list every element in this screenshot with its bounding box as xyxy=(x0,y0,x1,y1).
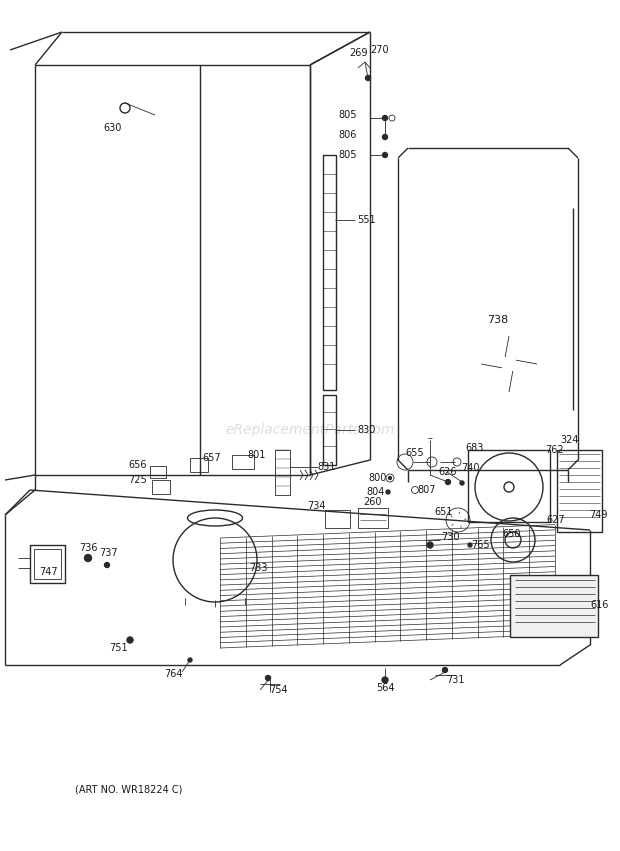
Circle shape xyxy=(446,479,451,484)
Text: 830: 830 xyxy=(358,425,376,435)
Text: 731: 731 xyxy=(446,675,464,685)
Text: 270: 270 xyxy=(371,45,389,55)
Text: 564: 564 xyxy=(376,683,394,693)
Circle shape xyxy=(504,482,514,492)
Text: 831: 831 xyxy=(318,462,336,472)
Circle shape xyxy=(105,563,110,568)
Bar xyxy=(323,155,336,390)
Text: 736: 736 xyxy=(79,543,97,553)
Text: 764: 764 xyxy=(164,669,182,679)
Circle shape xyxy=(383,116,388,121)
Text: 260: 260 xyxy=(364,497,383,507)
Bar xyxy=(468,450,550,522)
Text: 551: 551 xyxy=(358,215,376,225)
Circle shape xyxy=(386,490,390,494)
Text: (ART NO. WR18224 C): (ART NO. WR18224 C) xyxy=(75,785,182,795)
Text: 749: 749 xyxy=(589,510,607,520)
Bar xyxy=(510,575,598,637)
Bar xyxy=(557,450,602,532)
Text: 801: 801 xyxy=(248,450,266,460)
Text: 754: 754 xyxy=(268,685,287,695)
Bar xyxy=(34,549,61,579)
Text: 626: 626 xyxy=(439,467,458,477)
Bar xyxy=(152,480,170,494)
Circle shape xyxy=(383,152,388,157)
Text: 630: 630 xyxy=(104,123,122,133)
Text: 806: 806 xyxy=(339,130,357,140)
Text: 765: 765 xyxy=(471,540,489,550)
Circle shape xyxy=(383,134,388,140)
Text: 730: 730 xyxy=(441,532,459,542)
Text: 269: 269 xyxy=(348,48,367,58)
Circle shape xyxy=(382,677,388,683)
Text: 800: 800 xyxy=(369,473,387,483)
Circle shape xyxy=(460,481,464,485)
Text: 747: 747 xyxy=(38,567,57,577)
Text: 751: 751 xyxy=(108,643,127,653)
Circle shape xyxy=(84,555,92,562)
Bar xyxy=(325,510,350,528)
Text: 737: 737 xyxy=(99,548,117,558)
Text: 683: 683 xyxy=(466,443,484,453)
Bar xyxy=(232,455,254,469)
Bar xyxy=(275,450,290,495)
Circle shape xyxy=(120,103,130,113)
Text: 740: 740 xyxy=(461,463,479,473)
Text: 804: 804 xyxy=(367,487,385,497)
Text: 655: 655 xyxy=(405,448,424,458)
Text: 627: 627 xyxy=(547,515,565,525)
Text: 805: 805 xyxy=(339,110,357,120)
Text: 733: 733 xyxy=(249,563,267,573)
Circle shape xyxy=(427,542,433,548)
Text: 651: 651 xyxy=(435,507,453,517)
Text: 805: 805 xyxy=(339,150,357,160)
Text: 656: 656 xyxy=(129,460,148,470)
Text: eReplacementParts.com: eReplacementParts.com xyxy=(225,423,395,437)
Text: 725: 725 xyxy=(128,475,148,485)
Circle shape xyxy=(265,676,270,681)
Text: 650: 650 xyxy=(503,529,521,539)
Bar xyxy=(150,466,166,478)
Text: 324: 324 xyxy=(560,435,579,445)
Bar xyxy=(358,508,388,528)
Circle shape xyxy=(188,658,192,662)
Text: 762: 762 xyxy=(546,445,564,455)
Circle shape xyxy=(389,477,391,479)
Bar xyxy=(190,458,208,472)
Bar xyxy=(323,395,336,465)
Circle shape xyxy=(127,637,133,643)
Text: 734: 734 xyxy=(307,501,326,511)
Text: 807: 807 xyxy=(418,485,436,495)
Text: 738: 738 xyxy=(487,315,508,325)
Text: 657: 657 xyxy=(203,453,221,463)
Bar xyxy=(30,545,65,583)
Circle shape xyxy=(468,543,472,547)
Circle shape xyxy=(443,667,448,672)
Text: 616: 616 xyxy=(591,600,609,610)
Circle shape xyxy=(366,76,371,81)
